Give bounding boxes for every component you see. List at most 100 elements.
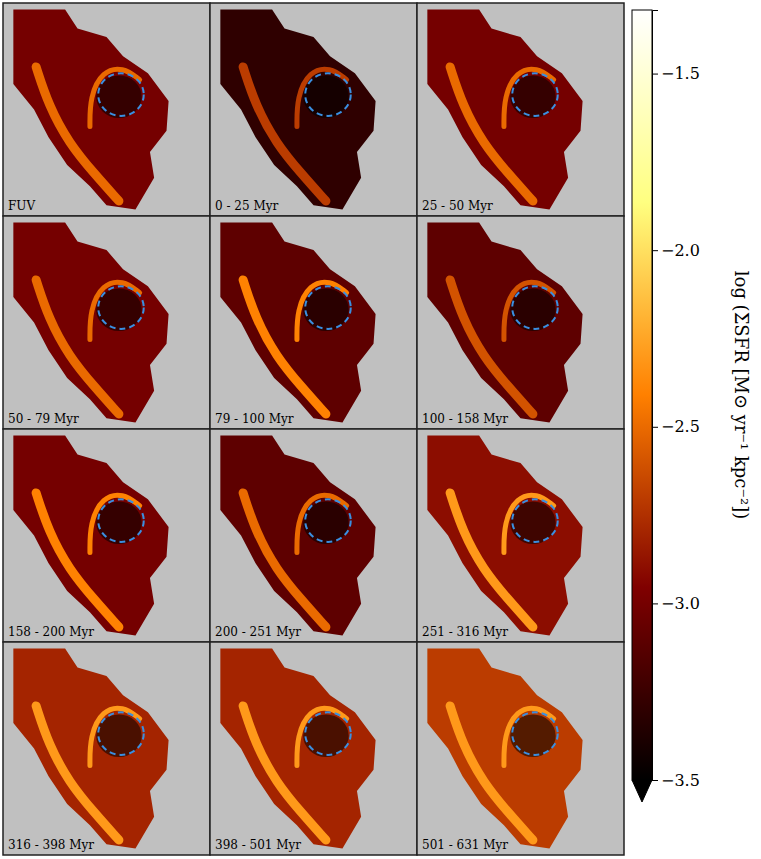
panel: 158 - 200 Myr xyxy=(3,429,210,642)
disk-region xyxy=(13,222,168,422)
panel: 25 - 50 Myr xyxy=(417,3,624,216)
panel-frame xyxy=(210,3,417,216)
colorbar-title: log (ΣSFR [M⊙ yr⁻¹ kpc⁻²]) xyxy=(731,271,752,519)
panel-background xyxy=(3,216,210,429)
panel-frame xyxy=(3,216,210,429)
disk-region xyxy=(220,648,375,848)
panel-frame xyxy=(210,429,417,642)
panel-label: 158 - 200 Myr xyxy=(8,625,94,639)
panel-background xyxy=(417,3,624,216)
map xyxy=(13,648,168,848)
panel-label: 501 - 631 Myr xyxy=(422,838,508,852)
map xyxy=(220,9,375,209)
panel-background xyxy=(210,429,417,642)
panel-background xyxy=(417,429,624,642)
ring-outline xyxy=(512,73,558,116)
axis-line xyxy=(653,11,659,781)
panel-label: 251 - 316 Myr xyxy=(422,625,508,639)
ring-outline xyxy=(98,499,144,542)
tick-mark xyxy=(652,603,658,604)
panel-frame xyxy=(3,3,210,216)
tick: −3.5 xyxy=(652,771,700,790)
figure: FUV 0 - 25 Myr 25 - 50 Myr 50 - 79 Myr 79 - … xyxy=(0,0,761,859)
panel-frame xyxy=(417,216,624,429)
panel-label: 100 - 158 Myr xyxy=(422,412,508,426)
panel-frame xyxy=(3,642,210,855)
map xyxy=(427,648,582,848)
disk-region xyxy=(427,222,582,422)
disk-region xyxy=(220,9,375,209)
disk-region xyxy=(427,648,582,848)
panel-frame xyxy=(3,429,210,642)
panel: 100 - 158 Myr xyxy=(417,216,624,429)
tick-label: −2.5 xyxy=(661,417,700,436)
panel-background xyxy=(417,642,624,855)
disk-region xyxy=(13,9,168,209)
panel: 79 - 100 Myr xyxy=(210,216,417,429)
panel-frame xyxy=(210,216,417,429)
panel-label: 0 - 25 Myr xyxy=(215,199,278,213)
panel-label: 200 - 251 Myr xyxy=(215,625,301,639)
map xyxy=(220,222,375,422)
tick-label: −3.0 xyxy=(661,594,700,613)
tick: −3.0 xyxy=(652,594,700,613)
panel: 200 - 251 Myr xyxy=(210,429,417,642)
panel: 316 - 398 Myr xyxy=(3,642,210,855)
panel-label: 25 - 50 Myr xyxy=(422,199,493,213)
map xyxy=(220,648,375,848)
tick: −2.5 xyxy=(652,417,700,436)
map xyxy=(13,435,168,635)
ring-outline xyxy=(512,712,558,755)
ring-outline xyxy=(512,286,558,329)
tick-label: −3.5 xyxy=(661,771,700,790)
colorbar-extend xyxy=(632,780,652,802)
panel-frame xyxy=(417,642,624,855)
panel: FUV xyxy=(3,3,210,216)
panel: 251 - 316 Myr xyxy=(417,429,624,642)
map xyxy=(427,435,582,635)
panel-background xyxy=(210,642,417,855)
panel-label: 50 - 79 Myr xyxy=(8,412,79,426)
tick: −2.0 xyxy=(652,241,700,260)
panel-background xyxy=(3,642,210,855)
panel-frame xyxy=(417,429,624,642)
tick-label: −1.5 xyxy=(661,64,700,83)
panel-background xyxy=(3,3,210,216)
colorbar-axis: −1.5 −2.0 −2.5 −3.0 −3.5 xyxy=(652,11,700,790)
ring-outline xyxy=(305,286,351,329)
disk-region xyxy=(13,648,168,848)
panel: 398 - 501 Myr xyxy=(210,642,417,855)
colorbar: −1.5 −2.0 −2.5 −3.0 −3.5 log (ΣSFR [M⊙ yr⁻¹ k… xyxy=(632,10,752,802)
tick-mark xyxy=(652,74,658,75)
panel-background xyxy=(417,216,624,429)
ring-outline xyxy=(305,73,351,116)
tick-mark xyxy=(652,250,658,251)
panel-label: FUV xyxy=(8,199,35,213)
disk-region xyxy=(427,435,582,635)
panel-label: 79 - 100 Myr xyxy=(215,412,294,426)
tick-mark xyxy=(652,427,658,428)
map xyxy=(220,435,375,635)
colorbar-gradient xyxy=(632,10,652,780)
panel: 0 - 25 Myr xyxy=(210,3,417,216)
map xyxy=(427,222,582,422)
tick: −1.5 xyxy=(652,64,700,83)
tick-label: −2.0 xyxy=(661,241,700,260)
panel-background xyxy=(210,216,417,429)
disk-region xyxy=(220,435,375,635)
ring-outline xyxy=(98,286,144,329)
disk-region xyxy=(427,9,582,209)
panel-background xyxy=(3,429,210,642)
disk-region xyxy=(13,435,168,635)
ring-outline xyxy=(305,499,351,542)
panel-label: 316 - 398 Myr xyxy=(8,838,94,852)
panel-background xyxy=(210,3,417,216)
tick-mark xyxy=(652,780,658,781)
panel: 501 - 631 Myr xyxy=(417,642,624,855)
map xyxy=(427,9,582,209)
disk-region xyxy=(220,222,375,422)
map xyxy=(13,9,168,209)
ring-outline xyxy=(305,712,351,755)
panel-label: 398 - 501 Myr xyxy=(215,838,301,852)
ring-outline xyxy=(98,712,144,755)
